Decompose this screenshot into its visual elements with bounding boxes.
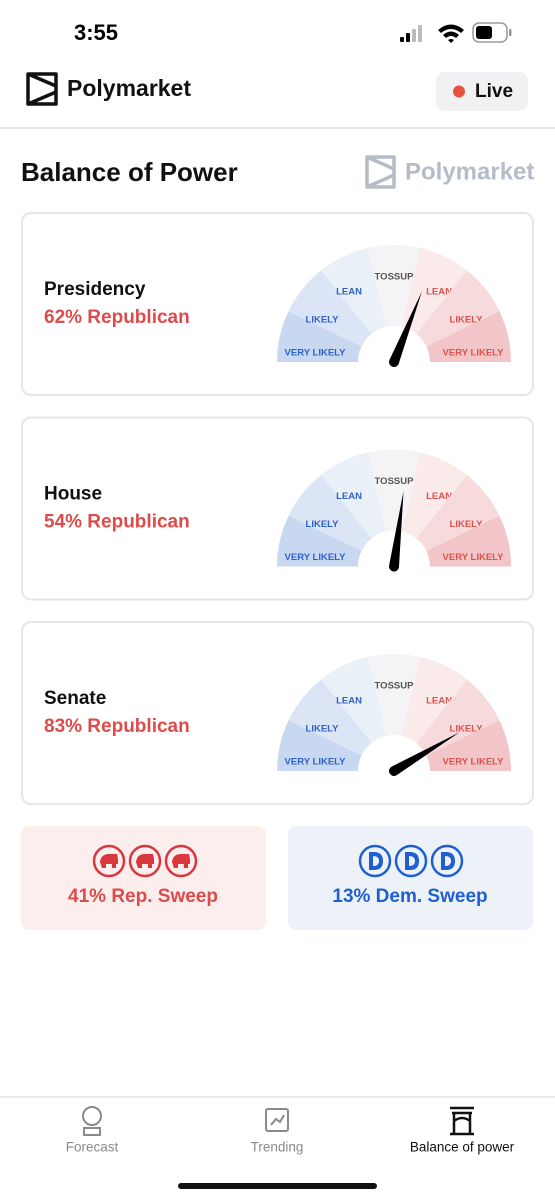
gauge-label: LIKELY	[450, 519, 484, 530]
gauge-needle	[389, 491, 404, 572]
elephant	[136, 854, 154, 868]
gauge-label: VERY LIKELY	[285, 552, 347, 563]
gauge-segment	[367, 449, 421, 532]
dem-icons	[358, 844, 464, 878]
gauge-label: TOSSUP	[375, 681, 415, 692]
gauge-segment	[402, 656, 467, 743]
gauge-label: LIKELY	[450, 315, 484, 326]
gauge-segment	[288, 270, 372, 347]
gauge-segment	[288, 475, 372, 551]
gauge-label: LIKELY	[306, 519, 340, 530]
gauge-segment	[321, 452, 386, 539]
page-title: Balance of Power	[21, 157, 238, 187]
race-name: Senate	[44, 688, 106, 709]
gauge-label: VERY LIKELY	[285, 348, 347, 359]
race-odds: 83% Republican	[44, 716, 190, 737]
gauge-segment	[277, 720, 362, 771]
nav-label[interactable]: Balance of power	[410, 1140, 515, 1155]
forecast-icon	[82, 1106, 102, 1136]
gauge-label: LEAN	[336, 696, 362, 707]
status-icons	[400, 22, 512, 43]
gauge-segment	[367, 245, 421, 327]
race-odds: 54% Republican	[44, 512, 190, 533]
rep-icons	[92, 844, 198, 878]
rep-sweep-card	[21, 826, 266, 930]
dem-sweep-label: 13% Dem. Sweep	[332, 886, 487, 907]
gauge-label: LEAN	[426, 491, 452, 502]
dem-icon	[358, 844, 392, 878]
race-odds: 62% Republican	[44, 307, 190, 328]
gauge-label: LEAN	[426, 696, 452, 707]
gauge-label: VERY LIKELY	[285, 757, 347, 768]
gauge-label: TOSSUP	[375, 272, 415, 283]
trending-icon	[265, 1108, 289, 1132]
race-name: Presidency	[44, 279, 146, 300]
rep-icon	[164, 844, 198, 878]
race-name: House	[44, 484, 102, 505]
gauge-label: LEAN	[336, 287, 362, 298]
gauge-segment	[426, 515, 511, 567]
bottom-nav: Forecast Trending Balance of power	[66, 1140, 515, 1155]
nav-label[interactable]: Trending	[251, 1140, 304, 1155]
gauge-label: LEAN	[336, 491, 362, 502]
gauge-segment	[367, 654, 421, 736]
gauge-segment	[277, 515, 362, 567]
gauge-segment	[402, 452, 467, 539]
race-card[interactable]: Presidency 62% Republican VERY LIKELY LIKEL…	[21, 212, 534, 396]
status-time: 3:55	[74, 20, 118, 45]
race-card[interactable]: House 54% Republican VERY LIKELY LIKELY LEAN…	[21, 416, 534, 601]
dem-icon	[430, 844, 464, 878]
brand-logo[interactable]	[26, 72, 58, 106]
gauge-label: LIKELY	[306, 315, 340, 326]
dem-d	[405, 852, 419, 870]
elephant	[100, 854, 118, 868]
watermark-logo	[365, 155, 396, 189]
gauge-segment	[402, 247, 467, 334]
gauge-label: TOSSUP	[375, 476, 415, 487]
dem-d	[369, 852, 383, 870]
gauge-label: VERY LIKELY	[443, 757, 505, 768]
race-list: Presidency 62% Republican VERY LIKELY LIKEL…	[21, 212, 534, 805]
gauge-segment	[288, 679, 372, 756]
elephant	[172, 854, 190, 868]
race-card[interactable]: Senate 83% Republican VERY LIKELY LIKELY LEA…	[21, 621, 534, 805]
gauge-needle	[389, 291, 422, 367]
gauge-segment	[321, 656, 386, 743]
live-label[interactable]: Live	[475, 81, 513, 102]
gauge-segment	[426, 720, 511, 771]
live-dot	[453, 85, 465, 98]
gauge-segment	[321, 247, 386, 334]
gauge-label: VERY LIKELY	[443, 348, 505, 359]
gauge-segment	[416, 679, 500, 756]
live-button[interactable]	[436, 72, 528, 111]
dem-d	[441, 852, 455, 870]
rep-sweep-label: 41% Rep. Sweep	[68, 886, 218, 907]
gauge-segment	[416, 270, 500, 347]
rep-icon	[92, 844, 126, 878]
rep-icon	[128, 844, 162, 878]
nav-label[interactable]: Forecast	[66, 1140, 119, 1155]
dem-icon	[394, 844, 428, 878]
home-indicator	[178, 1183, 377, 1189]
dem-sweep-card	[288, 826, 533, 930]
gauge-label: VERY LIKELY	[443, 552, 505, 563]
gauge-label: LIKELY	[450, 724, 484, 735]
gauge-segment	[426, 311, 511, 362]
gauge-needle	[389, 732, 460, 776]
balance-icon	[450, 1106, 474, 1136]
gauge-label: LIKELY	[306, 724, 340, 735]
gauge-label: LEAN	[426, 287, 452, 298]
brand-name[interactable]: Polymarket	[67, 75, 191, 101]
gauge-segment	[277, 311, 362, 362]
watermark-text: Polymarket	[405, 158, 534, 185]
gauge-segment	[416, 475, 500, 551]
